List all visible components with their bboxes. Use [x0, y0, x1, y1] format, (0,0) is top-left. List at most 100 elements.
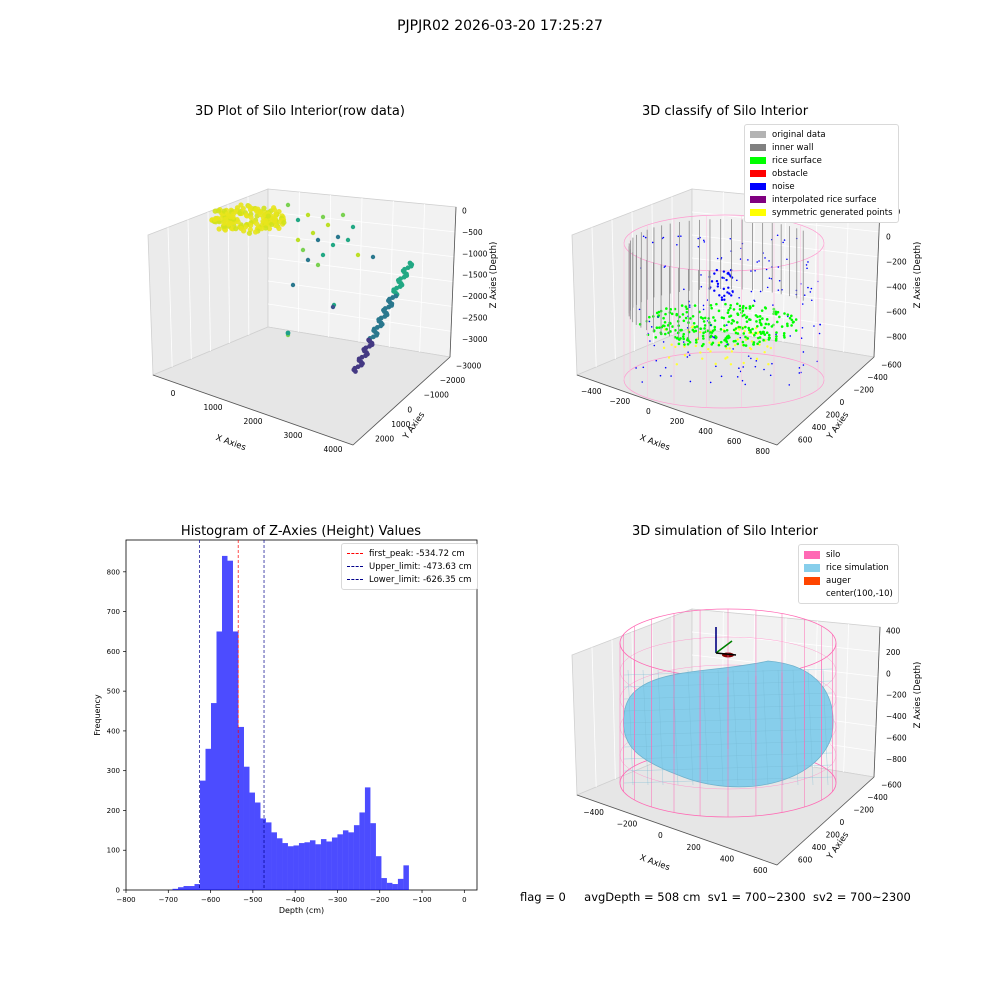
raw-z-tick: −1000: [462, 249, 488, 258]
noise-point: [777, 234, 779, 236]
rice-surface-point: [751, 328, 754, 331]
classify-x-tick: 800: [756, 447, 771, 456]
rice-surface-point: [720, 328, 723, 331]
noise-point: [698, 246, 700, 248]
rice-surface-point: [701, 345, 704, 348]
noise-point: [721, 296, 723, 298]
simulation-legend: silo rice simulation auger center(100,-10): [798, 544, 899, 604]
noise-point: [742, 380, 744, 382]
rice-surface-point: [740, 326, 743, 329]
rice-surface-point: [736, 321, 739, 324]
symmetric-point: [728, 347, 730, 349]
symmetric-point: [695, 345, 697, 347]
histogram-bar: [227, 561, 232, 890]
rice-surface-point: [741, 341, 744, 344]
histogram-x-tick: −400: [286, 896, 305, 904]
histogram-bar: [211, 703, 216, 890]
noise-point: [756, 360, 758, 362]
rice-surface-point: [724, 337, 727, 340]
noise-point: [807, 261, 809, 263]
legend-swatch: [804, 564, 820, 572]
rice-surface-point: [654, 336, 657, 339]
classify-y-tick: −200: [853, 385, 874, 394]
legend-item: Upper_limit: -473.63 cm: [347, 560, 472, 573]
rice-surface-point: [775, 312, 778, 315]
noise-point: [701, 286, 703, 288]
legend-swatch: [750, 131, 766, 138]
noise-point: [736, 280, 738, 282]
classify-y-tick: 400: [812, 423, 827, 432]
rice-surface-point: [736, 302, 739, 305]
rice-surface-point: [682, 335, 685, 338]
rice-surface-point: [665, 328, 668, 331]
noise-point: [766, 269, 768, 271]
noise-point: [713, 272, 715, 274]
raw-point: [253, 229, 258, 234]
rice-surface-point: [662, 317, 665, 320]
noise-point: [717, 283, 719, 285]
legend-item: rice surface: [750, 154, 893, 167]
rice-surface-point: [759, 319, 762, 322]
noise-point: [643, 235, 645, 237]
noise-point: [665, 367, 667, 369]
rice-surface-point: [745, 344, 748, 347]
histogram-bar: [222, 556, 227, 890]
noise-point: [710, 382, 712, 384]
rice-surface-point: [736, 343, 739, 346]
noise-point: [721, 276, 723, 278]
legend-label: center(100,-10): [826, 589, 893, 599]
noise-point: [729, 238, 731, 240]
histogram-bar: [173, 889, 178, 890]
raw-x-label: X Axies: [214, 433, 247, 453]
legend-label: silo: [826, 550, 840, 560]
noise-point: [779, 280, 781, 282]
noise-point: [801, 337, 803, 339]
legend-line: [347, 579, 363, 580]
rice-surface-point: [755, 320, 758, 323]
sim-x-tick: −400: [583, 808, 604, 817]
histogram-bar: [337, 834, 342, 890]
noise-point: [645, 237, 647, 239]
rice-surface-point: [718, 344, 721, 347]
rice-surface-point: [790, 324, 793, 327]
legend-label: Lower_limit: -626.35 cm: [369, 575, 471, 585]
histogram-x-tick: 0: [462, 896, 466, 904]
rice-surface-point: [759, 315, 762, 318]
histogram-bar: [354, 825, 359, 890]
raw-point: [331, 305, 335, 309]
rice-surface-point: [724, 303, 727, 306]
classify-x-tick: 200: [670, 417, 685, 426]
noise-point: [704, 241, 706, 243]
noise-point: [664, 265, 666, 267]
raw-point: [223, 217, 228, 222]
rice-surface-point: [686, 311, 689, 314]
histogram-bar: [359, 812, 364, 890]
rice-surface-point: [664, 313, 667, 316]
rice-surface-point: [732, 320, 735, 323]
raw-x-tick: 0: [171, 389, 176, 398]
avg-depth-text: avgDepth = 508 cm: [584, 890, 700, 904]
rice-surface-point: [790, 315, 793, 318]
legend-item: obstacle: [750, 167, 893, 180]
legend-item: silo: [804, 548, 893, 561]
legend-item: center(100,-10): [804, 587, 893, 600]
noise-point: [803, 364, 805, 366]
noise-point: [731, 290, 733, 292]
symmetric-point: [670, 343, 672, 345]
rice-surface-point: [733, 308, 736, 311]
rice-surface-point: [675, 313, 678, 316]
histogram-bar: [238, 727, 243, 890]
raw-point: [237, 211, 242, 216]
histogram-x-tick: −200: [370, 896, 389, 904]
noise-point: [738, 367, 740, 369]
noise-point: [657, 316, 659, 318]
symmetric-point: [737, 338, 739, 340]
noise-point: [723, 299, 725, 301]
noise-point: [655, 360, 657, 362]
symmetric-point: [714, 363, 716, 365]
noise-point: [641, 381, 643, 383]
rice-surface-point: [679, 329, 682, 332]
symmetric-point: [750, 348, 752, 350]
noise-point: [676, 244, 678, 246]
histogram-bar: [332, 838, 337, 891]
